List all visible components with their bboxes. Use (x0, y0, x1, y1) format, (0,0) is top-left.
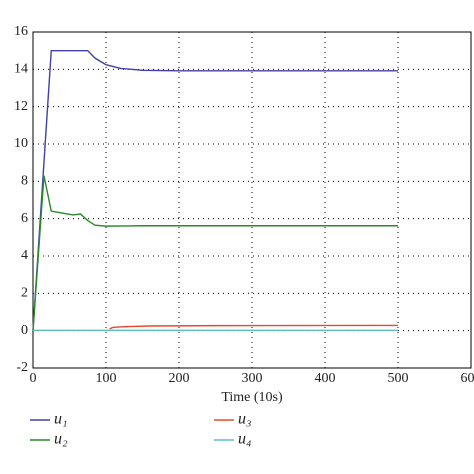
y-tick-label: 0 (21, 323, 28, 338)
x-tick-label: 300 (242, 371, 263, 386)
y-tick-label: 10 (14, 136, 28, 151)
y-tick-label: 14 (14, 62, 28, 77)
y-tick-label: 2 (21, 286, 28, 301)
x-tick-label: 400 (315, 371, 336, 386)
x-axis-label: Time (10s) (221, 390, 283, 405)
series-line (32, 49, 398, 331)
y-tick-label: 8 (21, 174, 28, 189)
y-tick-label: 4 (21, 248, 28, 263)
legend-label: u₂ (54, 431, 68, 448)
legend: u₁ u₂ u₃ u₄ (30, 411, 252, 448)
x-tick-label: 200 (169, 371, 190, 386)
x-tick-label: 500 (388, 371, 409, 386)
legend-label: u₃ (238, 411, 252, 428)
series-line (109, 324, 399, 330)
x-tick-label: 0 (30, 371, 37, 386)
y-tick-label: 12 (14, 99, 28, 114)
legend-label: u₄ (238, 431, 252, 448)
x-tick-label: 100 (96, 371, 117, 386)
legend-label: u₁ (54, 411, 68, 428)
x-tick-label: 600 (461, 371, 474, 386)
y-tick-label: 6 (21, 211, 28, 226)
series-line (32, 175, 398, 331)
y-tick-label: 16 (14, 24, 28, 39)
y-tick-label: -2 (16, 360, 28, 375)
